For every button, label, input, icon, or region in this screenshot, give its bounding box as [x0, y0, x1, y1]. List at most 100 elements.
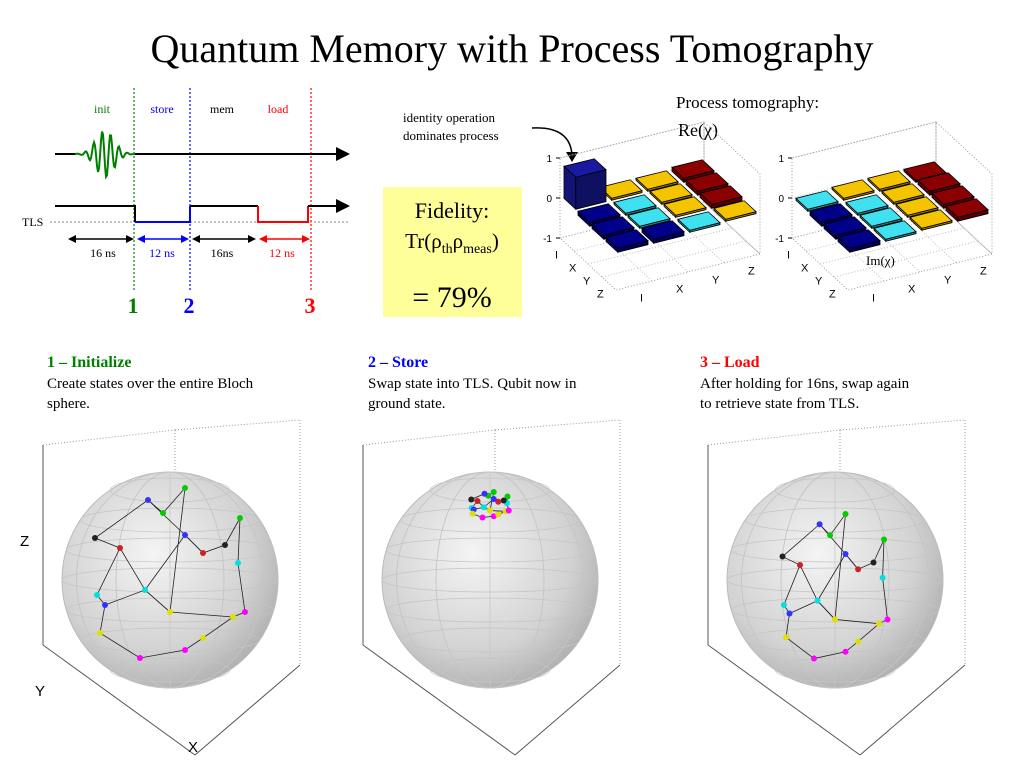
state-point — [884, 616, 891, 623]
arrowhead — [181, 235, 189, 243]
box-edge — [707, 429, 841, 446]
bar-top — [931, 185, 975, 205]
formula-part: ρ — [453, 229, 463, 253]
basis-label: X — [676, 284, 684, 296]
state-point — [474, 497, 481, 504]
state-point — [145, 497, 151, 503]
basis-label: X — [569, 263, 577, 275]
arrowhead — [192, 235, 200, 243]
state-point — [479, 514, 486, 521]
bar-top — [563, 158, 607, 178]
arrowhead — [336, 199, 350, 213]
bar-top — [685, 172, 729, 192]
bar — [873, 220, 917, 243]
state-point — [780, 602, 787, 608]
arrowhead — [336, 147, 350, 161]
box-edge — [194, 664, 301, 756]
basis-label: Z — [597, 289, 604, 301]
basis-label: X — [908, 284, 916, 296]
section-text: Create states over the entire Bloch — [47, 376, 254, 392]
basis-label: Y — [583, 276, 591, 288]
z-tick-label: 0 — [546, 194, 552, 205]
step-marker: 1 — [128, 293, 139, 318]
bar-top — [605, 229, 649, 249]
stage-label: init — [94, 102, 111, 116]
arrowhead — [126, 235, 134, 243]
bar-top — [831, 179, 875, 199]
basis-label: I — [555, 250, 558, 262]
bar-top — [881, 183, 925, 203]
bar-top — [599, 179, 643, 199]
basis-label: X — [801, 263, 809, 275]
bar-top — [663, 196, 707, 216]
latitude — [61, 567, 279, 593]
bar-top — [613, 194, 657, 214]
floor-grid — [587, 227, 733, 265]
latitude — [385, 597, 595, 623]
state-point — [230, 614, 236, 620]
latitude — [399, 627, 581, 653]
back-wall — [559, 121, 705, 239]
bar-top — [635, 170, 679, 190]
bar — [713, 200, 757, 223]
latitude — [109, 657, 231, 683]
bar-top — [649, 183, 693, 203]
bar-top — [713, 200, 757, 220]
meridian — [741, 471, 929, 689]
state-point — [855, 566, 862, 573]
state-point — [137, 655, 143, 661]
state-point — [200, 550, 206, 556]
section-heading: 2 – Store — [368, 354, 428, 371]
latitude — [109, 477, 231, 503]
state-point — [500, 497, 507, 504]
arrowhead — [137, 235, 145, 243]
basis-label: Y — [944, 275, 952, 287]
z-grid — [559, 121, 705, 159]
state-point — [842, 551, 849, 557]
state-point — [504, 493, 511, 500]
state-point — [816, 521, 823, 528]
state-point — [94, 592, 100, 598]
formula-part: Tr(ρ — [405, 229, 442, 253]
latitude — [774, 657, 896, 683]
bar — [677, 211, 721, 234]
section-text: ground state. — [368, 396, 445, 412]
flux-line — [55, 205, 136, 222]
state-point — [480, 504, 487, 511]
state-point — [881, 536, 887, 543]
box-edge — [42, 429, 176, 446]
bar — [649, 183, 693, 206]
duration-label: 16ns — [211, 246, 234, 260]
basis-label: Y — [712, 275, 720, 287]
bar — [831, 179, 875, 202]
fidelity-result: = 79% — [412, 281, 491, 314]
state-point — [832, 616, 838, 623]
z-grid — [791, 121, 937, 159]
latitude — [744, 507, 926, 533]
bar-top — [837, 229, 881, 249]
z-tick-label: 1 — [778, 154, 784, 165]
latitude — [429, 657, 551, 683]
stage-label: store — [150, 102, 173, 116]
state-point — [811, 655, 817, 662]
annotation: identity operation — [403, 110, 496, 125]
back-wall — [791, 121, 937, 239]
section-heading: 1 – Initialize — [47, 354, 131, 371]
bar-top — [895, 196, 939, 216]
floor-grid — [863, 219, 921, 273]
arrowhead — [259, 235, 267, 243]
state-point — [842, 511, 849, 518]
state-point — [102, 602, 108, 608]
bar-top — [591, 216, 635, 236]
floor-grid — [601, 240, 747, 278]
state-point — [469, 510, 476, 517]
latitude — [65, 537, 275, 563]
fidelity-formula: Tr(ρthρmeas) — [405, 229, 499, 257]
state-point — [495, 511, 502, 518]
state-point — [222, 542, 228, 548]
meridian — [396, 471, 584, 689]
state-point — [182, 647, 188, 653]
bar — [895, 196, 939, 219]
bar-top — [845, 194, 889, 214]
